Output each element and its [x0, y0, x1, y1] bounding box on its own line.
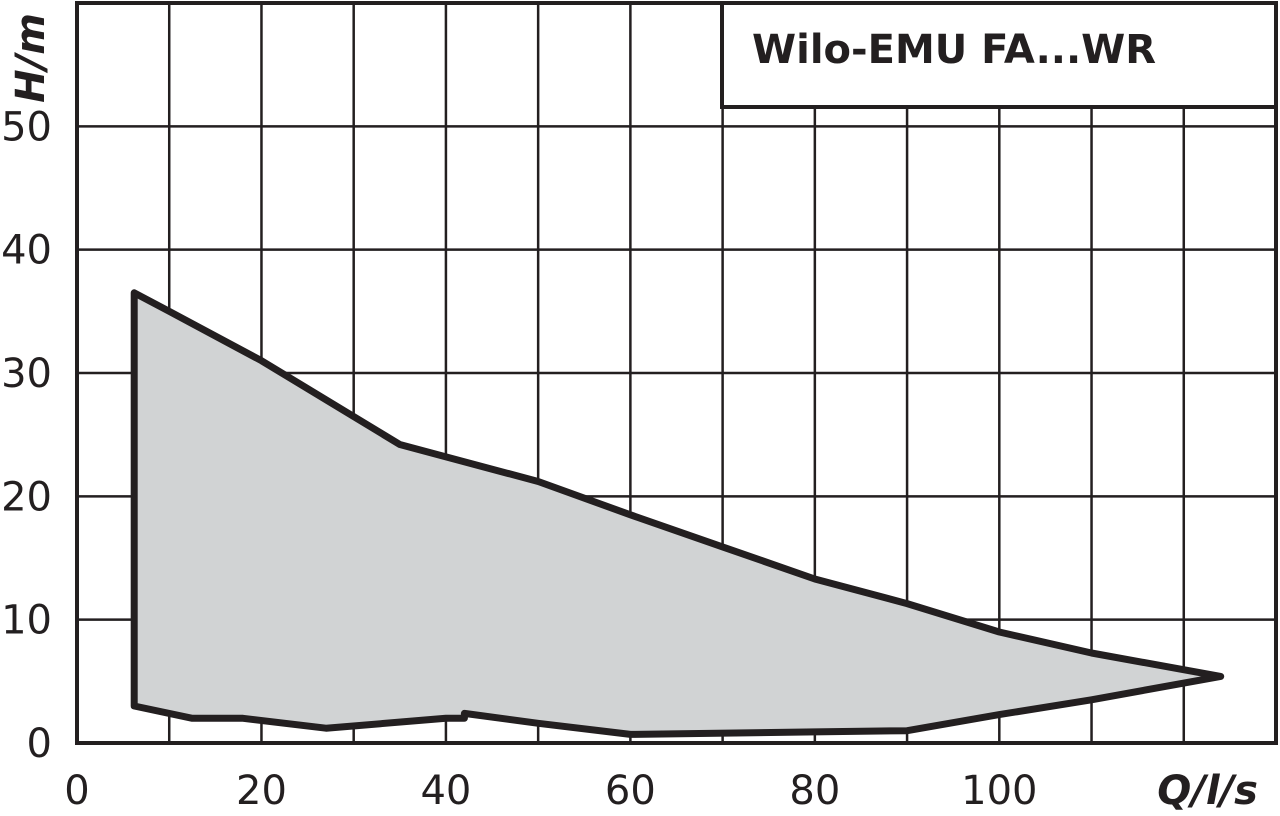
title-box: Wilo-EMU FA...WR	[720, 1, 1278, 109]
title-box-frame	[720, 1, 1278, 109]
y-tick-label: 40	[1, 228, 52, 274]
x-tick-label: 80	[789, 768, 840, 814]
x-axis-title: Q/l/s	[1157, 768, 1258, 814]
operating-range-area	[130, 289, 1225, 738]
operating-range	[130, 289, 1225, 738]
tick-labels: 0 20 40 60 80 100 0 10 20 30 40 50	[1, 104, 1037, 814]
x-tick-label: 40	[420, 768, 471, 814]
x-tick-label: 60	[605, 768, 656, 814]
y-tick-label: 30	[1, 351, 52, 397]
y-tick-label: 20	[1, 474, 52, 520]
chart-title: Wilo-EMU FA...WR	[752, 27, 1156, 73]
y-tick-label: 10	[1, 598, 52, 644]
plot-frame	[75, 1, 1278, 745]
x-tick-label: 20	[236, 768, 287, 814]
x-tick-label: 100	[961, 768, 1037, 814]
x-tick-label: 0	[64, 768, 89, 814]
y-axis-title: H/m	[8, 13, 54, 103]
y-tick-label: 0	[27, 721, 52, 767]
y-tick-label: 50	[1, 104, 52, 150]
